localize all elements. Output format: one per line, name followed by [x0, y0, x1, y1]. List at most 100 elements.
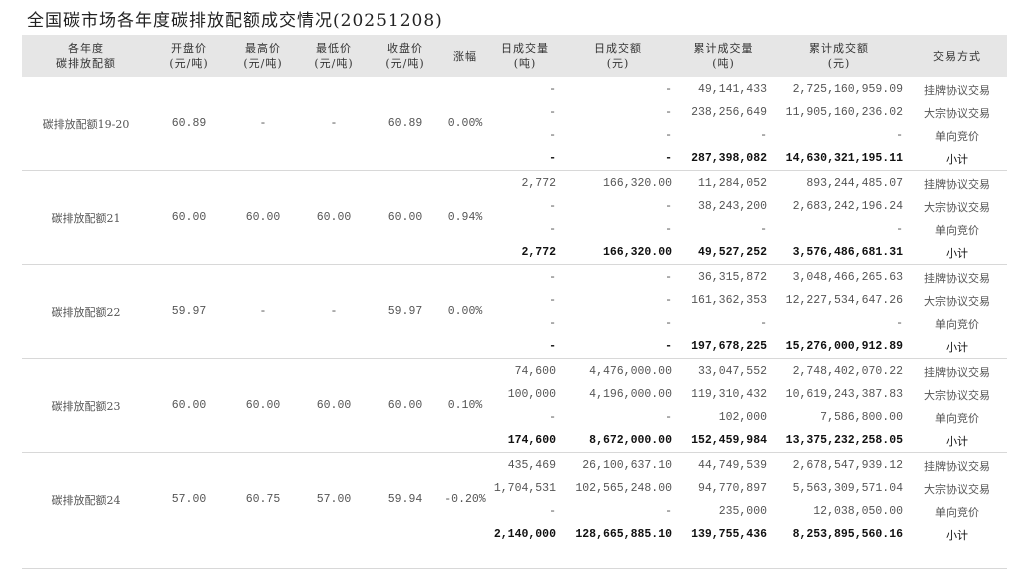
table-body: 碳排放配额19-20 60.89 - - 60.89 0.00% - - 49,141,433 2… [22, 77, 1007, 569]
trade-method-cell: 挂牌协议交易 [924, 177, 990, 191]
table-row: - - - - 单向竞价 [490, 218, 1007, 241]
daily-volume-cell: 2,140,000 [493, 528, 556, 541]
header-close-price: 收盘价 (元/吨) [385, 42, 425, 70]
cumulative-amount-cell: 5,563,309,571.04 [792, 482, 903, 495]
close-price-cell: 60.00 [387, 211, 423, 224]
header-daily-amount: 日成交额 (元) [594, 42, 642, 70]
trade-method-cell: 小计 [946, 434, 968, 448]
header-daily-volume: 日成交量 (吨) [501, 42, 549, 70]
table-row: - - 161,362,353 12,227,534,647.26 大宗协议交易 [490, 289, 1007, 312]
daily-volume-cell: - [549, 223, 556, 236]
low-price-cell: 60.00 [316, 211, 352, 224]
daily-volume-cell: - [549, 340, 556, 353]
header-cumulative-amount: 累计成交额 (元) [809, 42, 869, 70]
allowance-group: 碳排放配额24 57.00 60.75 57.00 59.94 -0.20% 435,469… [22, 453, 1007, 569]
cumulative-amount-cell: 2,683,242,196.24 [792, 200, 903, 213]
cumulative-amount-cell: 893,244,485.07 [806, 177, 903, 190]
group-trade-rows: 2,772 166,320.00 11,284,052 893,244,485.07 挂… [490, 172, 1007, 264]
group-trade-rows: - - 36,315,872 3,048,466,265.63 挂牌协议交易 - - 161,… [490, 266, 1007, 358]
subtotal-row: - - 197,678,225 15,276,000,912.89 小计 [490, 335, 1007, 358]
cumulative-amount-cell: 14,630,321,195.11 [785, 152, 903, 165]
table-row: 435,469 26,100,637.10 44,749,539 2,678,547,… [490, 454, 1007, 477]
table-row: 2,772 166,320.00 11,284,052 893,244,485.07 挂… [490, 172, 1007, 195]
table-row: 74,600 4,476,000.00 33,047,552 2,748,402,07… [490, 360, 1007, 383]
daily-volume-cell: - [549, 505, 556, 518]
cumulative-amount-cell: 3,576,486,681.31 [792, 246, 903, 259]
daily-volume-cell: 2,772 [521, 177, 556, 190]
group-trade-rows: 74,600 4,476,000.00 33,047,552 2,748,402,07… [490, 360, 1007, 452]
table-row: - - 38,243,200 2,683,242,196.24 大宗协议交易 [490, 195, 1007, 218]
open-price-cell: 60.00 [171, 399, 207, 412]
trade-method-cell: 大宗协议交易 [924, 482, 990, 496]
trade-method-cell: 大宗协议交易 [924, 388, 990, 402]
daily-amount-cell: 8,672,000.00 [589, 434, 672, 447]
trade-method-cell: 单向竞价 [935, 411, 979, 425]
group-price-info: 碳排放配额23 60.00 60.00 60.00 60.00 0.10% [22, 359, 490, 452]
high-price-cell: - [259, 305, 267, 318]
cumulative-volume-cell: 238,256,649 [691, 106, 767, 119]
table-row: - - 36,315,872 3,048,466,265.63 挂牌协议交易 [490, 266, 1007, 289]
cumulative-volume-cell: 161,362,353 [691, 294, 767, 307]
low-price-cell: - [330, 117, 338, 130]
high-price-cell: 60.00 [245, 399, 281, 412]
cumulative-volume-cell: 152,459,984 [691, 434, 767, 447]
cumulative-amount-cell: 2,725,160,959.09 [792, 83, 903, 96]
trade-method-cell: 大宗协议交易 [924, 294, 990, 308]
allowance-group: 碳排放配额21 60.00 60.00 60.00 60.00 0.94% 2,772 166… [22, 171, 1007, 265]
cumulative-amount-cell: 7,586,800.00 [820, 411, 903, 424]
cumulative-volume-cell: 44,749,539 [697, 459, 767, 472]
trade-method-cell: 单向竞价 [935, 505, 979, 519]
daily-amount-cell: 26,100,637.10 [582, 459, 672, 472]
daily-amount-cell: - [665, 83, 672, 96]
cumulative-volume-cell: - [760, 223, 767, 236]
group-price-info: 碳排放配额22 59.97 - - 59.97 0.00% [22, 265, 490, 358]
cumulative-amount-cell: 13,375,232,258.05 [785, 434, 903, 447]
cumulative-volume-cell: 49,141,433 [697, 83, 767, 96]
low-price-cell: 60.00 [316, 399, 352, 412]
cumulative-volume-cell: 38,243,200 [697, 200, 767, 213]
header-allowance-year: 各年度 碳排放配额 [56, 42, 116, 70]
daily-volume-cell: - [549, 152, 556, 165]
daily-volume-cell: - [549, 271, 556, 284]
daily-volume-cell: 2,772 [521, 246, 556, 259]
close-price-cell: 60.89 [387, 117, 423, 130]
allowance-trading-table: 各年度 碳排放配额 开盘价 (元/吨) 最高价 (元/吨) 最低价 (元/吨) 收盘价 … [22, 35, 1007, 569]
daily-volume-cell: - [549, 200, 556, 213]
cumulative-amount-cell: 2,748,402,070.22 [792, 365, 903, 378]
allowance-year-cell: 碳排放配额21 [51, 211, 121, 225]
close-price-cell: 59.97 [387, 305, 423, 318]
daily-amount-cell: - [665, 106, 672, 119]
trade-method-cell: 单向竞价 [935, 129, 979, 143]
daily-amount-cell: 4,196,000.00 [589, 388, 672, 401]
cumulative-volume-cell: 36,315,872 [697, 271, 767, 284]
open-price-cell: 57.00 [171, 493, 207, 506]
cumulative-volume-cell: 102,000 [718, 411, 767, 424]
cumulative-amount-cell: 10,619,243,387.83 [785, 388, 903, 401]
header-high-price: 最高价 (元/吨) [243, 42, 283, 70]
close-price-cell: 59.94 [387, 493, 423, 506]
cumulative-amount-cell: - [896, 223, 903, 236]
daily-amount-cell: - [665, 505, 672, 518]
daily-amount-cell: - [665, 411, 672, 424]
subtotal-row: 2,140,000 128,665,885.10 139,755,436 8,253,… [490, 523, 1007, 546]
change-cell: 0.00% [447, 117, 483, 130]
cumulative-amount-cell: 12,038,050.00 [813, 505, 903, 518]
low-price-cell: 57.00 [316, 493, 352, 506]
change-cell: 0.00% [447, 305, 483, 318]
cumulative-volume-cell: 235,000 [718, 505, 767, 518]
table-header: 各年度 碳排放配额 开盘价 (元/吨) 最高价 (元/吨) 最低价 (元/吨) 收盘价 … [22, 35, 1007, 77]
page-title: 全国碳市场各年度碳排放配额成交情况(20251208) [27, 11, 443, 31]
trade-method-cell: 大宗协议交易 [924, 106, 990, 120]
daily-volume-cell: - [549, 129, 556, 142]
daily-volume-cell: 1,704,531 [493, 482, 556, 495]
daily-volume-cell: 74,600 [514, 365, 556, 378]
open-price-cell: 60.00 [171, 211, 207, 224]
table-row: - - 49,141,433 2,725,160,959.09 挂牌协议交易 [490, 78, 1007, 101]
cumulative-volume-cell: 197,678,225 [691, 340, 767, 353]
daily-amount-cell: - [665, 129, 672, 142]
allowance-year-cell: 碳排放配额24 [51, 493, 121, 507]
change-cell: 0.10% [447, 399, 483, 412]
daily-amount-cell: - [665, 317, 672, 330]
table-row: - - 238,256,649 11,905,160,236.02 大宗协议交易 [490, 101, 1007, 124]
daily-volume-cell: 435,469 [507, 459, 556, 472]
